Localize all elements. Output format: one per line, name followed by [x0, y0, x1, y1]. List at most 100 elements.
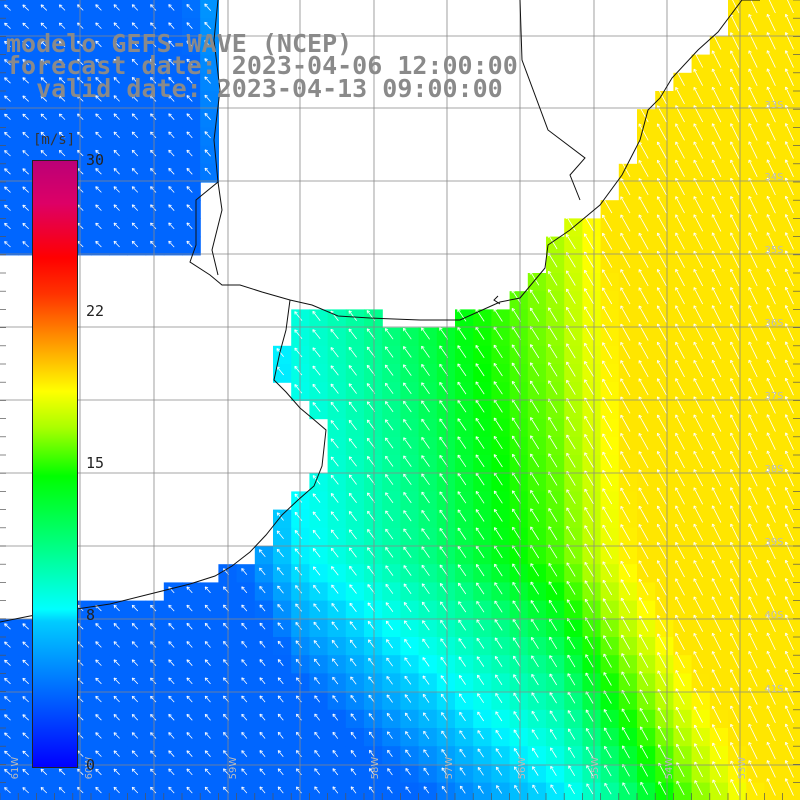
wind-cell — [782, 564, 800, 583]
wind-cell — [637, 782, 656, 800]
wind-arrow — [95, 77, 102, 84]
wind-arrow — [40, 150, 48, 157]
wind-cell — [782, 764, 800, 784]
wind-arrow — [548, 289, 558, 304]
wind-cell — [782, 709, 800, 729]
wind-arrow — [4, 131, 11, 139]
lon-label: 59W — [228, 757, 239, 780]
wind-cell — [782, 600, 800, 620]
lon-label: 57W — [444, 757, 455, 780]
wind-arrow — [730, 32, 740, 50]
wind-arrow — [113, 222, 120, 230]
wind-arrow — [620, 232, 631, 250]
wind-arrow — [294, 329, 303, 340]
wind-arrow — [730, 159, 740, 177]
wind-arrow — [4, 40, 11, 48]
wind-arrow — [675, 86, 685, 105]
wind-arrow — [58, 131, 66, 139]
wind-arrow — [620, 214, 631, 232]
wind-arrow — [566, 270, 576, 286]
wind-cell — [782, 309, 800, 329]
wind-arrow — [95, 4, 102, 11]
wind-arrow — [711, 68, 722, 86]
wind-arrow — [113, 168, 120, 175]
wind-cell — [673, 782, 693, 800]
wind-arrow — [58, 40, 66, 48]
wind-arrow — [204, 76, 211, 84]
wind-arrow — [186, 95, 193, 102]
wind-arrow — [113, 240, 120, 248]
wind-arrow — [4, 95, 11, 102]
wind-arrow — [602, 232, 613, 250]
wind-arrow — [784, 32, 794, 50]
wind-arrow — [113, 58, 120, 66]
lon-label: 53W — [737, 757, 748, 780]
wind-arrow — [511, 307, 522, 322]
wind-arrow — [204, 3, 211, 11]
wind-arrow — [22, 22, 29, 29]
wind-arrow — [638, 269, 649, 287]
wind-cell — [782, 18, 800, 37]
wind-arrow — [675, 141, 685, 159]
wind-arrow — [95, 186, 102, 193]
wind-arrow — [186, 222, 193, 230]
lon-label: 58W — [370, 757, 381, 780]
wind-arrow — [150, 58, 157, 66]
wind-arrow — [784, 13, 794, 32]
wind-arrow — [693, 214, 704, 232]
wind-arrow — [787, 0, 794, 14]
wind-arrow — [675, 123, 685, 141]
wind-arrow — [548, 270, 558, 286]
wind-arrow — [113, 77, 120, 84]
wind-arrow — [95, 58, 102, 66]
wind-arrow — [131, 240, 139, 248]
wind-arrow — [656, 269, 667, 287]
wind-cell — [782, 618, 800, 638]
wind-cell — [382, 782, 401, 800]
wind-arrow — [113, 22, 120, 29]
wind-arrow — [748, 305, 758, 323]
wind-arrow — [730, 141, 740, 159]
wind-arrow — [638, 232, 649, 250]
wind-arrow — [168, 95, 175, 102]
wind-cell — [764, 782, 784, 800]
wind-arrow — [150, 95, 157, 102]
wind-arrow — [730, 305, 740, 323]
wind-cell — [782, 36, 800, 56]
wind-arrow — [584, 233, 594, 250]
wind-arrow — [656, 196, 667, 214]
wind-arrow — [150, 204, 157, 211]
wind-arrow — [675, 287, 685, 305]
wind-arrow — [511, 289, 522, 304]
wind-cell — [782, 0, 800, 19]
wind-arrow — [168, 4, 175, 11]
wind-cell — [291, 782, 310, 800]
wind-cell — [782, 218, 800, 238]
wind-arrow — [656, 214, 667, 232]
wind-arrow — [168, 40, 175, 48]
wind-arrow — [730, 232, 740, 250]
wind-arrow — [168, 149, 175, 157]
wind-arrow — [529, 271, 540, 286]
wind-arrow — [150, 77, 157, 84]
wind-arrow — [95, 240, 102, 248]
wind-cell — [582, 782, 602, 800]
wind-arrow — [784, 232, 794, 250]
wind-cell — [564, 782, 583, 800]
wind-arrow — [22, 168, 29, 175]
wind-arrow — [711, 50, 722, 68]
wind-arrow — [131, 58, 139, 66]
wind-arrow — [730, 287, 740, 305]
wind-arrow — [711, 214, 722, 232]
wind-arrow — [312, 329, 321, 340]
wind-cell — [364, 782, 383, 800]
wind-cell — [782, 527, 800, 547]
wind-arrow — [150, 149, 157, 157]
wind-cell — [782, 109, 800, 128]
wind-cell — [782, 473, 800, 492]
wind-arrow — [40, 95, 48, 102]
wind-arrow — [693, 141, 704, 159]
wind-arrow — [58, 150, 66, 157]
wind-cell — [91, 782, 110, 800]
wind-cell — [546, 782, 565, 800]
